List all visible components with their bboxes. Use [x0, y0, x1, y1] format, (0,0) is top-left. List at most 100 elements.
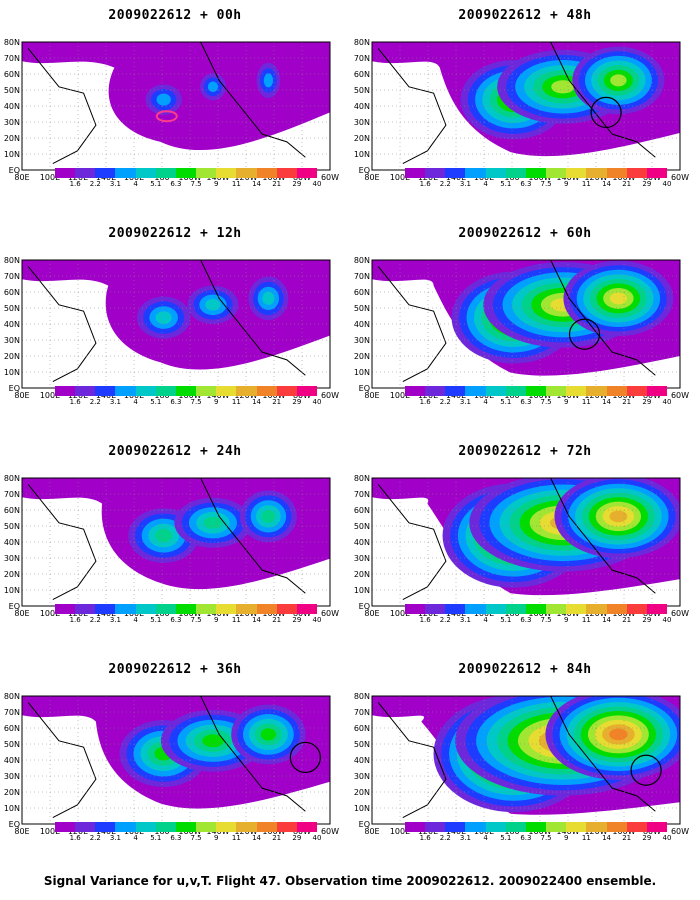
colorbar-swatch	[236, 386, 257, 396]
colorbar-swatch	[465, 168, 486, 178]
panel-title: 2009022612 + 36h	[108, 662, 242, 677]
variance-contour	[262, 291, 275, 305]
asia-coastline	[377, 48, 447, 165]
colorbar-tick-label: 9	[213, 180, 219, 188]
colorbar-swatch	[405, 822, 426, 832]
colorbar-tick-label: 2.2	[89, 616, 101, 624]
colorbar-tick-label: 9	[213, 834, 219, 842]
colorbar-swatch	[115, 604, 136, 614]
colorbar-tick-label: 1.6	[419, 834, 431, 842]
north-america-coastline	[550, 260, 656, 376]
colorbar-swatch	[216, 386, 237, 396]
variance-contour	[609, 728, 628, 741]
variance-contour	[155, 311, 172, 324]
latitude-label: 20N	[354, 352, 370, 361]
colorbar-tick-label: 11	[231, 180, 241, 188]
variance-contour	[261, 510, 276, 523]
colorbar-swatch	[135, 168, 156, 178]
colorbar-swatch	[525, 168, 547, 178]
longitude-label: 60W	[321, 827, 339, 836]
colorbar-tick-label: 1.6	[69, 616, 81, 624]
latitude-label: 60N	[4, 288, 20, 297]
latitude-label: 80N	[354, 256, 370, 265]
latitude-label: 60N	[354, 288, 370, 297]
colorbar-tick-label: 11	[231, 616, 241, 624]
colorbar-swatch	[606, 168, 627, 178]
latitude-label: 50N	[4, 740, 20, 749]
colorbar-swatch	[115, 168, 136, 178]
colorbar-swatch	[256, 168, 277, 178]
colorbar-swatch	[586, 604, 607, 614]
colorbar-tick-label: 29	[642, 180, 652, 188]
colorbar-swatch	[236, 168, 257, 178]
colorbar-tick-label: 5.1	[150, 834, 162, 842]
latitude-label: 60N	[4, 724, 20, 733]
latitude-label: 80N	[4, 38, 20, 47]
colorbar-swatch	[445, 168, 466, 178]
latitude-label: 40N	[354, 538, 370, 547]
colorbar: 1.6 2.2 3.1 4 5.1 6.3 7.5 9 11 14 21 29 40	[55, 604, 321, 632]
colorbar-tick-label: 11	[581, 398, 591, 406]
latitude-label: 60N	[354, 70, 370, 79]
colorbar-swatch	[216, 168, 237, 178]
colorbar-swatch	[135, 822, 156, 832]
variance-map: 80E100E120E140E160E180160W140W120W100W80…	[4, 256, 339, 400]
latitude-label: 40N	[354, 320, 370, 329]
colorbar-swatch	[626, 604, 647, 614]
latitude-label: 60N	[354, 724, 370, 733]
longitude-label: 60W	[671, 609, 689, 618]
latitude-label: 60N	[4, 506, 20, 515]
colorbar-tick-label: 40	[662, 398, 672, 406]
colorbar-swatch	[586, 386, 607, 396]
latitude-label: 80N	[354, 474, 370, 483]
variance-contour	[207, 81, 219, 93]
colorbar-swatch	[525, 386, 547, 396]
latitude-label: 10N	[354, 586, 370, 595]
colorbar-tick-label: 9	[563, 180, 569, 188]
colorbar-tick-label: 2.2	[439, 398, 451, 406]
colorbar-tick-label: 3.1	[109, 398, 122, 406]
colorbar-swatch	[75, 604, 96, 614]
variance-contour	[205, 298, 221, 311]
colorbar-swatch	[95, 386, 116, 396]
colorbar-tick-label: 5.1	[150, 180, 162, 188]
latitude-label: 80N	[4, 474, 20, 483]
colorbar-swatch	[566, 604, 587, 614]
colorbar-tick-label: 4	[483, 616, 488, 624]
latitude-label: 10N	[354, 150, 370, 159]
colorbar-swatch	[75, 386, 96, 396]
colorbar-tick-label: 11	[581, 616, 591, 624]
colorbar: 1.6 2.2 3.1 4 5.1 6.3 7.5 9 11 14 21 29 40	[405, 386, 671, 414]
forecast-panel: 2009022612 + 12h80E100E120E140E160E18016…	[0, 218, 350, 436]
colorbar-tick-label: 11	[581, 180, 591, 188]
colorbar-swatch	[276, 604, 297, 614]
latitude-label: 20N	[354, 570, 370, 579]
colorbar-tick-label: 3.1	[459, 398, 472, 406]
colorbar-swatch	[256, 386, 277, 396]
colorbar-swatch	[425, 822, 446, 832]
colorbar: 1.6 2.2 3.1 4 5.1 6.3 7.5 9 11 14 21 29 40	[55, 822, 321, 850]
colorbar-tick-label: 1.6	[69, 834, 81, 842]
colorbar-swatch	[55, 168, 76, 178]
colorbar-tick-label: 9	[563, 834, 569, 842]
longitude-label: 80E	[364, 609, 379, 618]
colorbar-swatch	[586, 168, 607, 178]
colorbar-swatch	[236, 822, 257, 832]
colorbar-swatch	[155, 386, 176, 396]
colorbar: 1.6 2.2 3.1 4 5.1 6.3 7.5 9 11 14 21 29 40	[55, 386, 321, 414]
latitude-label: 50N	[354, 740, 370, 749]
colorbar-swatch	[155, 604, 176, 614]
latitude-label: 40N	[354, 102, 370, 111]
colorbar-tick-label: 6.3	[520, 180, 532, 188]
longitude-label: 80E	[364, 391, 379, 400]
colorbar-tick-label: 6.3	[170, 398, 182, 406]
variance-map: 80E100E120E140E160E180160W140W120W100W80…	[4, 692, 339, 836]
latitude-label: 50N	[4, 86, 20, 95]
colorbar-tick-label: 14	[602, 616, 611, 624]
colorbar-tick-label: 40	[312, 616, 322, 624]
colorbar-tick-label: 4	[133, 616, 138, 624]
variance-map: 80E100E120E140E160E180160W140W120W100W80…	[354, 256, 689, 400]
colorbar-swatch	[196, 604, 217, 614]
colorbar-swatch	[276, 386, 297, 396]
latitude-label: 50N	[4, 304, 20, 313]
